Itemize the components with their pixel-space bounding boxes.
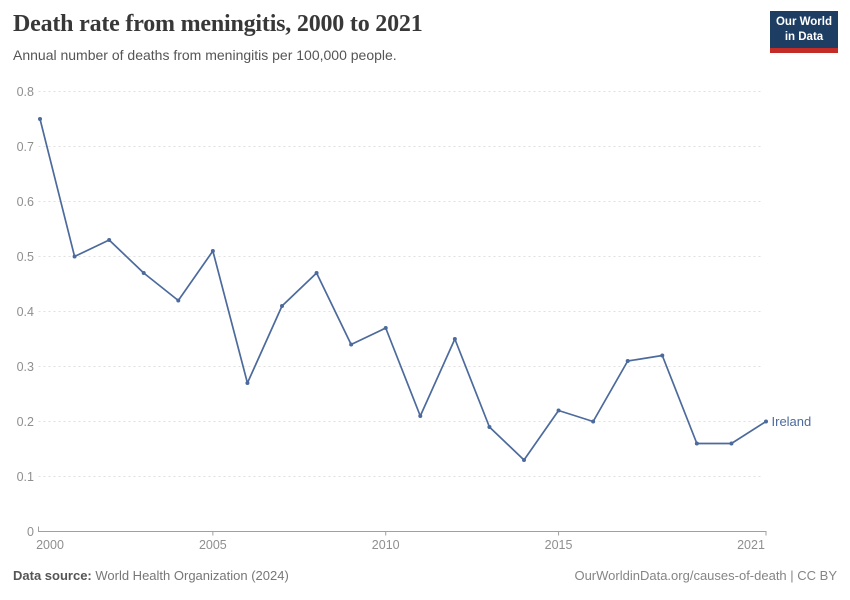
x-axis-line [38,526,767,536]
data-point [72,254,77,259]
data-point [280,304,284,308]
data-point [694,441,699,446]
y-tick-label: 0.6 [17,195,34,209]
chart-footer: Data source: World Health Organization (… [13,568,837,583]
y-tick-label: 0.7 [17,140,34,154]
data-point [660,353,665,358]
chart-subtitle: Annual number of deaths from meningitis … [13,46,397,63]
owid-attribution-link[interactable]: OurWorldinData.org/causes-of-death | CC … [574,568,837,583]
x-tick-label: 2000 [36,538,64,552]
y-tick-label: 0.3 [17,360,34,374]
y-tick-label: 0.1 [17,470,34,484]
data-point [245,381,250,385]
data-point [38,117,42,121]
owid-logo-line1: Our World [775,16,832,29]
data-point [487,425,492,429]
y-tick-label: 0.2 [17,415,34,429]
data-point [383,326,388,330]
data-point [314,271,319,275]
page-title: Death rate from meningitis, 2000 to 2021 [13,11,423,37]
data-point [141,271,146,275]
y-tick-label: 0.5 [17,250,34,264]
y-tick-label: 0.4 [17,305,34,319]
data-point [591,419,596,424]
data-source-text: World Health Organization (2024) [91,568,289,583]
data-point [107,238,112,242]
data-point [210,249,215,253]
x-tick-label: 2015 [545,538,573,552]
data-point [522,458,526,462]
x-tick-label: 2005 [199,538,227,552]
x-tick-label: 2010 [372,538,400,552]
owid-logo-line2: in Data [784,30,824,43]
series-end-label: Ireland [772,414,812,429]
y-tick-label: 0.8 [17,85,34,99]
owid-logo[interactable]: Our World in Data [770,11,838,53]
chart-header: Death rate from meningitis, 2000 to 2021… [13,10,750,64]
series-line-ireland [39,118,767,461]
data-point [176,298,181,303]
data-point [556,408,561,413]
data-point [729,441,734,446]
y-tick-label: 0 [27,525,34,539]
data-point [418,414,423,418]
data-point [625,359,630,363]
data-point [764,419,768,424]
data-source: Data source: World Health Organization (… [13,568,289,583]
data-point [452,337,457,341]
data-point [349,342,354,347]
data-source-label: Data source: [13,568,92,583]
x-tick-label: 2021 [737,538,765,552]
